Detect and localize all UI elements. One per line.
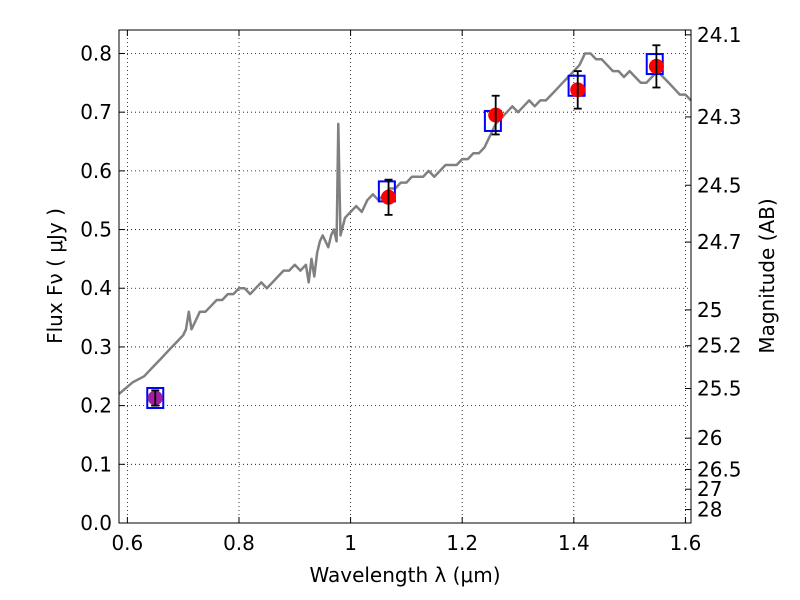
x-axis-label: Wavelength λ (μm) — [309, 563, 500, 587]
y-tick-label: 0.1 — [80, 452, 112, 476]
right-axis-label: Magnitude (AB) — [755, 198, 779, 353]
mag-tick-label: 24.3 — [697, 105, 742, 129]
mag-tick-label: 24.5 — [697, 173, 742, 197]
mag-tick-label: 25 — [697, 298, 722, 322]
x-tick-label: 1.6 — [670, 531, 702, 555]
mag-tick-label: 26.5 — [697, 457, 742, 481]
y-tick-label: 0.4 — [80, 276, 112, 300]
x-tick-label: 1 — [344, 531, 357, 555]
mag-tick-label: 24.7 — [697, 230, 742, 254]
plot-frame — [118, 29, 692, 524]
model-point-square — [146, 386, 165, 409]
data-series — [118, 44, 692, 409]
y-tick-label: 0.3 — [80, 335, 112, 359]
y-tick-label: 0.0 — [80, 511, 112, 535]
y-tick-label: 0.5 — [80, 218, 112, 242]
x-tick-label: 0.6 — [111, 531, 143, 555]
mag-tick-label: 24.1 — [697, 23, 742, 47]
y-tick-label: 0.8 — [80, 41, 112, 65]
grid-lines — [119, 30, 691, 523]
mag-tick-label: 28 — [697, 498, 722, 522]
mag-tick-label: 25.5 — [697, 377, 742, 401]
y-axis-label: Flux Fν ( μJy ) — [43, 208, 67, 344]
y-tick-label: 0.7 — [80, 100, 112, 124]
y-tick-label: 0.6 — [80, 159, 112, 183]
y-tick-label: 0.2 — [80, 394, 112, 418]
axis-ticks: 0.6 0.8 1 1.2 1.4 1.6 0.0 0.1 0.2 0.3 0.4 0.5 0.6 0.7… — [80, 23, 741, 555]
x-tick-label: 1.4 — [558, 531, 590, 555]
x-tick-label: 1.2 — [446, 531, 478, 555]
mag-tick-label: 26 — [697, 426, 722, 450]
x-tick-label: 0.8 — [223, 531, 255, 555]
spectrum-line — [118, 52, 692, 395]
mag-tick-label: 25.2 — [697, 334, 742, 358]
mag-tick-label: 27 — [697, 477, 722, 501]
